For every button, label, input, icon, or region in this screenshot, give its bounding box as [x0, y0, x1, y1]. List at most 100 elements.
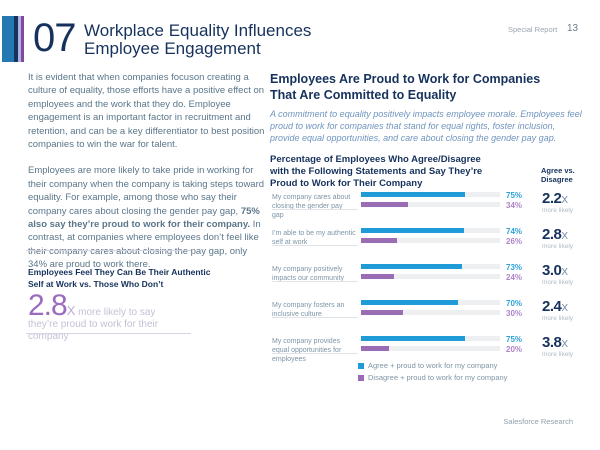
multiplier-stat: 3.8X more likely [542, 334, 584, 358]
chart-row-divider [272, 245, 358, 246]
agree-vs-line1: Agree vs. [541, 166, 575, 175]
chart-row-divider [272, 209, 358, 210]
chart-row-pay-gap: My company cares about closing the gende… [270, 190, 585, 219]
bar-track-agree [361, 228, 500, 233]
disagree-value-label: 20% [506, 345, 523, 354]
page-number: 13 [567, 23, 579, 34]
agree-vs-line2: Disagree [541, 175, 573, 184]
chart-row-divider [272, 317, 358, 318]
section-heading: Employees Are Proud to Work for Companie… [270, 72, 541, 102]
bar-group [361, 264, 500, 279]
bar-group [361, 228, 500, 243]
divider-rule-top [26, 250, 191, 251]
multiplier-number: 2.8 [542, 226, 562, 243]
multiplier-x: X [561, 195, 569, 206]
multiplier-x: X [561, 339, 569, 350]
callout-stat: 2.8X more likely to say they’re proud to… [28, 291, 188, 343]
body-paragraph-2: Employees are more likely to take pride … [28, 164, 265, 271]
accent-stripe-navy [14, 16, 18, 62]
multiplier-x: X [561, 231, 569, 242]
bar-disagree [361, 310, 403, 315]
callout-stat-value: 2.8 [28, 289, 68, 322]
bar-track-agree [361, 336, 500, 341]
divider-rule-bottom [26, 333, 191, 334]
agree-value-label: 74% [506, 227, 523, 236]
legend-swatch-agree [358, 362, 364, 369]
multiplier-value: 3.0X [542, 262, 584, 280]
paragraph-2-text: Employees are more likely to take pride … [28, 165, 265, 217]
multiplier-stat: 3.0X more likely [542, 262, 584, 286]
paragraph-2-bold-stat: 75% also say they’re proud to work for t… [28, 205, 260, 231]
accent-stripe-purple [21, 16, 24, 62]
bar-track-agree [361, 300, 500, 305]
bar-disagree [361, 346, 389, 351]
callout-heading: Employees Feel They Can Be Their Authent… [28, 266, 253, 290]
agree-value-label: 75% [506, 335, 523, 344]
multiplier-number: 3.0 [542, 262, 562, 279]
paragraph-2-text-end: In contrast, at companies where employee… [28, 219, 261, 271]
callout-heading-line2: Self at Work vs. Those Who Don’t [28, 279, 164, 289]
chart-row-label: I’m able to be my authentic self at work [272, 230, 356, 246]
chart-row-equal-opportunities: My company provides equal opportunities … [270, 334, 585, 363]
page-title: Workplace Equality Influences Employee E… [84, 22, 311, 58]
chart-title: Percentage of Employees Who Agree/Disagr… [270, 154, 482, 191]
bar-disagree [361, 274, 395, 279]
agree-value-label: 75% [506, 191, 523, 200]
multiplier-x: X [561, 303, 569, 314]
bar-disagree [361, 238, 398, 243]
bar-track-disagree [361, 274, 500, 279]
multiplier-caption: more likely [542, 279, 574, 286]
chart-row-divider [272, 353, 358, 354]
multiplier-caption: more likely [542, 243, 574, 250]
legend-label-agree: Agree + proud to work for my company [368, 361, 498, 370]
disagree-value-label: 24% [506, 273, 523, 282]
bar-agree [361, 336, 466, 341]
bar-track-disagree [361, 238, 500, 243]
multiplier-number: 3.8 [542, 334, 562, 351]
disagree-value-label: 26% [506, 237, 523, 246]
chart-legend: Agree + proud to work for my company Dis… [358, 361, 507, 385]
bar-track-disagree [361, 310, 500, 315]
multiplier-caption: more likely [542, 351, 574, 358]
multiplier-caption: more likely [542, 315, 574, 322]
left-column: It is evident that when companies focuso… [28, 71, 265, 272]
callout-heading-line1: Employees Feel They Can Be Their Authent… [28, 267, 211, 277]
bar-disagree [361, 202, 409, 207]
agree-value-label: 70% [506, 299, 523, 308]
bar-group [361, 300, 500, 315]
page-title-line2: Employee Engagement [84, 39, 261, 58]
bar-group [361, 336, 500, 351]
bar-agree [361, 264, 463, 269]
bar-agree [361, 300, 459, 305]
chart-row-divider [272, 281, 358, 282]
chart-column-header-agree-vs-disagree: Agree vs. Disagree [541, 166, 575, 184]
chart-row-community: My company positively impacts our commun… [270, 262, 585, 288]
agree-value-label: 73% [506, 263, 523, 272]
chart-row-label: My company fosters an inclusive culture [272, 302, 345, 318]
multiplier-x: X [561, 267, 569, 278]
multiplier-caption: more likely [542, 207, 574, 214]
bar-agree [361, 192, 466, 197]
chart-title-line3: Proud to Work for Their Company [270, 178, 423, 190]
chapter-number: 07 [33, 16, 76, 60]
source-attribution: Salesforce Research [503, 417, 573, 426]
chart-row-label: My company provides equal opportunities … [272, 338, 342, 363]
multiplier-value: 2.4X [542, 298, 584, 316]
section-subtext: A commitment to equality positively impa… [270, 109, 582, 143]
page-title-line1: Workplace Equality Influences [84, 21, 312, 40]
chart-title-line2: with the Following Statements and Say Th… [270, 166, 483, 178]
chart-row-authentic-self: I’m able to be my authentic self at work… [270, 226, 585, 252]
multiplier-value: 2.2X [542, 190, 584, 208]
disagree-value-label: 30% [506, 309, 523, 318]
grouped-bar-chart: My company cares about closing the gende… [270, 190, 585, 372]
disagree-value-label: 34% [506, 201, 523, 210]
multiplier-number: 2.2 [542, 190, 562, 207]
multiplier-value: 3.8X [542, 334, 584, 352]
multiplier-stat: 2.8X more likely [542, 226, 584, 250]
accent-stripe-lavender [18, 16, 21, 62]
legend-item-disagree: Disagree + proud to work for my company [358, 373, 507, 382]
legend-item-agree: Agree + proud to work for my company [358, 361, 507, 370]
bar-track-agree [361, 264, 500, 269]
accent-stripe-blue [2, 16, 14, 62]
